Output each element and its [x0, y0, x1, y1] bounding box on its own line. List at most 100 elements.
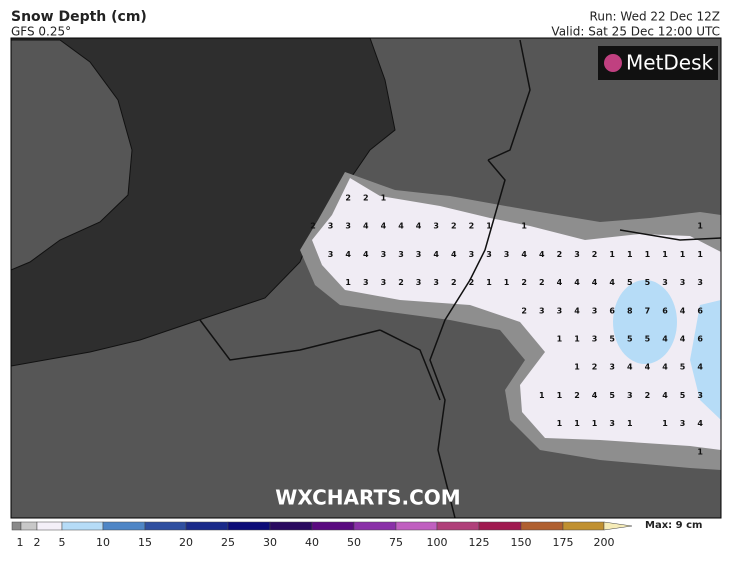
snow-deep [690, 300, 721, 420]
grid-value: 3 [398, 250, 404, 259]
colorbar-segment [478, 521, 522, 531]
grid-value: 3 [416, 250, 422, 259]
grid-value: 1 [557, 391, 563, 400]
grid-value: 5 [680, 363, 686, 372]
grid-value: 2 [451, 222, 457, 231]
colorbar-segment [269, 521, 313, 531]
colorbar-segment [520, 521, 564, 531]
colorbar-label: 30 [263, 536, 277, 549]
colorbar-label: 15 [138, 536, 152, 549]
colorbar-segment [436, 521, 480, 531]
grid-value: 1 [627, 250, 633, 259]
logo-icon [604, 54, 622, 72]
grid-value: 3 [697, 278, 703, 287]
grid-value: 3 [574, 250, 580, 259]
grid-value: 4 [662, 391, 668, 400]
run: Run: Wed 22 Dec 12Z [590, 10, 720, 24]
logo: MetDesk [626, 51, 714, 75]
colorbar-label: 1 [17, 536, 24, 549]
grid-value: 2 [310, 222, 316, 231]
title: Snow Depth (cm) [11, 9, 147, 25]
grid-value: 1 [345, 278, 351, 287]
grid-value: 1 [574, 363, 580, 372]
grid-value: 3 [486, 250, 492, 259]
grid-value: 4 [662, 363, 668, 372]
grid-value: 4 [363, 222, 369, 231]
grid-value: 3 [680, 278, 686, 287]
grid-value: 5 [645, 335, 651, 344]
colorbar-label: 175 [553, 536, 574, 549]
grid-value: 3 [609, 419, 615, 428]
grid-value: 7 [645, 306, 651, 315]
grid-value: 1 [486, 278, 492, 287]
grid-value: 2 [592, 250, 598, 259]
grid-value: 3 [592, 306, 598, 315]
colorbar-label: 25 [221, 536, 235, 549]
grid-value: 2 [521, 306, 527, 315]
grid-value: 1 [486, 222, 492, 231]
colorbar-segment [227, 521, 271, 531]
borders [199, 39, 722, 519]
grid-value: 6 [697, 335, 703, 344]
colorbar-label: 100 [427, 536, 448, 549]
grid-value: 1 [539, 391, 545, 400]
grid-value: 2 [451, 278, 457, 287]
grid-value: 5 [645, 278, 651, 287]
grid-value: 3 [627, 391, 633, 400]
colorbar-segment [311, 521, 355, 531]
colorbar-label: 2 [34, 536, 41, 549]
grid-value: 3 [609, 363, 615, 372]
grid-value: 2 [557, 250, 563, 259]
valid: Valid: Sat 25 Dec 12:00 UTC [551, 25, 720, 39]
grid-value: 5 [609, 335, 615, 344]
grid-value: 2 [574, 391, 580, 400]
grid-value: 4 [345, 250, 351, 259]
grid-value: 2 [345, 194, 351, 203]
grid-value: 1 [662, 250, 668, 259]
grid-value: 4 [557, 278, 563, 287]
value-grid: 2 2 1 2 3 3 4 4 4 4 3 2 2 1 1 1 3 4 4 3 3 3 4 4 3 3 3 4 4 2 3 2 1 1 1 1 1 1 1 3… [310, 194, 703, 457]
colorbar-segment [562, 521, 605, 531]
grid-value: 4 [539, 250, 545, 259]
colorbar-segment [20, 521, 38, 531]
grid-value: 3 [381, 278, 387, 287]
grid-value: 3 [539, 306, 545, 315]
grid-value: 3 [363, 278, 369, 287]
grid-value: 1 [680, 250, 686, 259]
grid-value: 2 [645, 391, 651, 400]
grid-value: 2 [521, 278, 527, 287]
watermark: WXCHARTS.COM [275, 486, 460, 510]
grid-value: 4 [433, 250, 439, 259]
colorbar-segment [11, 521, 22, 531]
grid-value: 4 [627, 363, 633, 372]
grid-value: 1 [574, 419, 580, 428]
colorbar-label: 50 [347, 536, 361, 549]
grid-value: 1 [697, 250, 703, 259]
grid-value: 5 [627, 278, 633, 287]
grid-value: 5 [609, 391, 615, 400]
grid-value: 1 [609, 250, 615, 259]
colorbar-segment [185, 521, 229, 531]
grid-value: 2 [592, 363, 598, 372]
grid-value: 4 [680, 306, 686, 315]
grid-value: 3 [592, 335, 598, 344]
map [10, 37, 722, 519]
grid-value: 4 [574, 278, 580, 287]
grid-value: 1 [697, 222, 703, 231]
grid-value: 1 [627, 419, 633, 428]
grid-value: 6 [609, 306, 615, 315]
colorbar-label: 10 [96, 536, 110, 549]
colorbar-segment [144, 521, 187, 531]
grid-value: 5 [680, 391, 686, 400]
colorbar-segment [61, 521, 104, 531]
grid-value: 2 [469, 278, 475, 287]
grid-value: 1 [592, 419, 598, 428]
grid-value: 3 [697, 391, 703, 400]
map-frame [10, 37, 722, 519]
grid-value: 4 [697, 419, 703, 428]
grid-value: 3 [381, 250, 387, 259]
colorbar-label: 40 [305, 536, 319, 549]
grid-value: 3 [433, 222, 439, 231]
grid-value: 1 [645, 250, 651, 259]
